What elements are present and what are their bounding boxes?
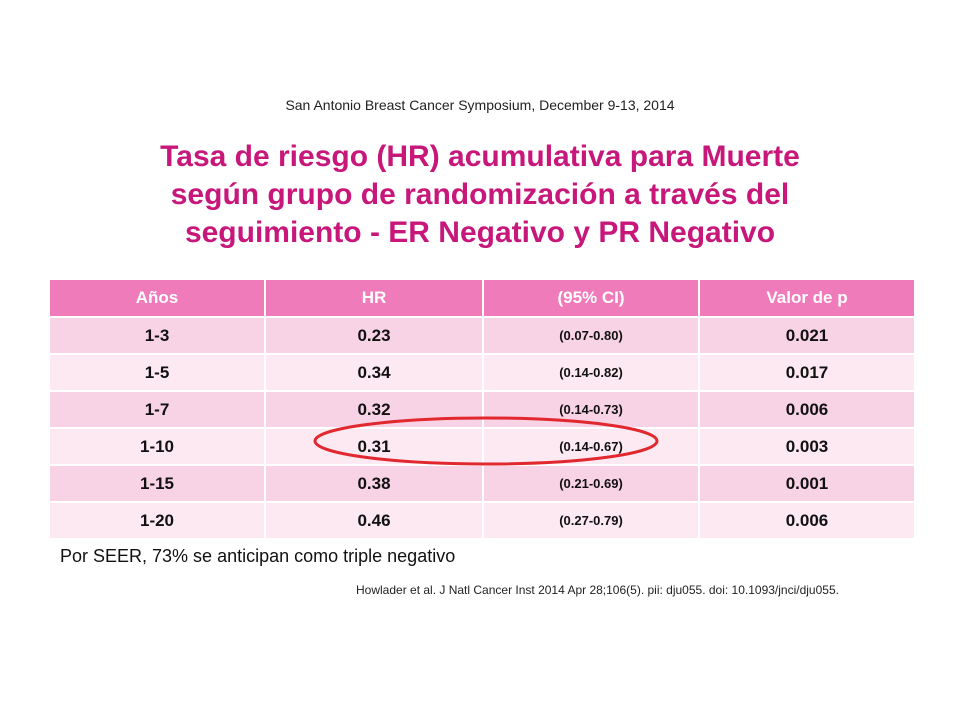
cell-p-value: 0.006 xyxy=(698,501,916,540)
symposium-note: San Antonio Breast Cancer Symposium, Dec… xyxy=(285,97,675,113)
cell-hr: 0.46 xyxy=(264,501,484,540)
cell-hr: 0.31 xyxy=(264,427,484,466)
cell-hr: 0.23 xyxy=(264,316,484,355)
cell-years: 1-20 xyxy=(48,501,266,540)
table-header-row: Años HR (95% CI) Valor de p xyxy=(48,278,916,318)
cell-p-value: 0.021 xyxy=(698,316,916,355)
table-row: 1-7 0.32 (0.14-0.73) 0.006 xyxy=(48,390,916,429)
cell-ci: (0.14-0.82) xyxy=(482,353,700,392)
cell-p-value: 0.001 xyxy=(698,464,916,503)
citation: Howlader et al. J Natl Cancer Inst 2014 … xyxy=(356,583,839,597)
header-years: Años xyxy=(48,278,266,318)
title-line-2: según grupo de randomización a través de… xyxy=(170,178,790,211)
cell-years: 1-5 xyxy=(48,353,266,392)
cell-years: 1-15 xyxy=(48,464,266,503)
cell-p-value: 0.006 xyxy=(698,390,916,429)
seer-note: Por SEER, 73% se anticipan como triple n… xyxy=(60,546,456,566)
cell-years: 1-3 xyxy=(48,316,266,355)
slide-title: Tasa de riesgo (HR) acumulativa para Mue… xyxy=(60,138,900,252)
header-hr: HR xyxy=(264,278,484,318)
table-row: 1-5 0.34 (0.14-0.82) 0.017 xyxy=(48,353,916,392)
table-row: 1-3 0.23 (0.07-0.80) 0.021 xyxy=(48,316,916,355)
title-line-1: Tasa de riesgo (HR) acumulativa para Mue… xyxy=(160,140,800,173)
cell-ci: (0.07-0.80) xyxy=(482,316,700,355)
table-row: 1-15 0.38 (0.21-0.69) 0.001 xyxy=(48,464,916,503)
title-line-3: seguimiento - ER Negativo y PR Negativo xyxy=(184,216,776,249)
cell-years: 1-10 xyxy=(48,427,266,466)
cell-hr: 0.32 xyxy=(264,390,484,429)
header-ci: (95% CI) xyxy=(482,278,700,318)
cell-p-value: 0.003 xyxy=(698,427,916,466)
cell-ci: (0.27-0.79) xyxy=(482,501,700,540)
cell-hr: 0.38 xyxy=(264,464,484,503)
cell-years: 1-7 xyxy=(48,390,266,429)
cell-hr: 0.34 xyxy=(264,353,484,392)
table-row: 1-10 0.31 (0.14-0.67) 0.003 xyxy=(48,427,916,466)
table-row: 1-20 0.46 (0.27-0.79) 0.006 xyxy=(48,501,916,540)
header-p-value: Valor de p xyxy=(698,278,916,318)
cell-ci: (0.14-0.67) xyxy=(482,427,700,466)
hazard-ratio-table: Años HR (95% CI) Valor de p 1-3 0.23 (0.… xyxy=(48,278,916,540)
cell-ci: (0.21-0.69) xyxy=(482,464,700,503)
cell-p-value: 0.017 xyxy=(698,353,916,392)
cell-ci: (0.14-0.73) xyxy=(482,390,700,429)
